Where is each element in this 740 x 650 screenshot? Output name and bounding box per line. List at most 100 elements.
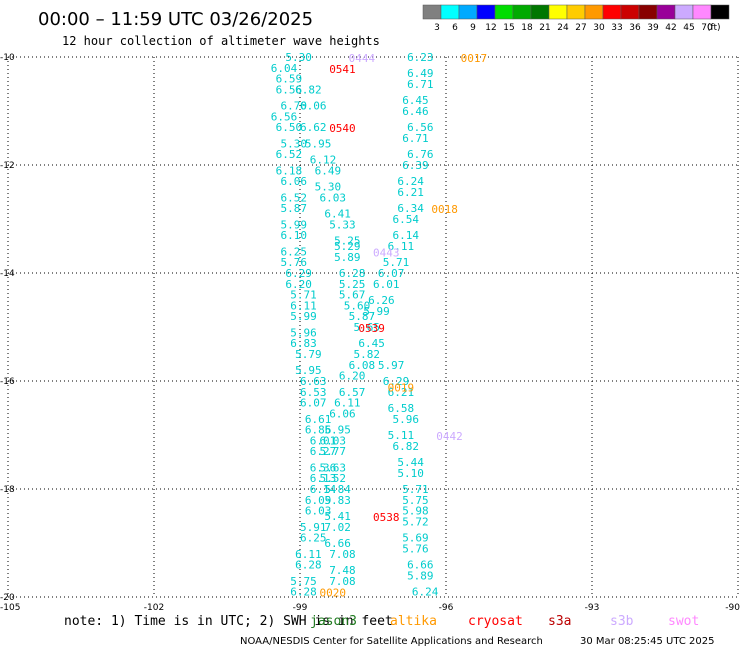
wave-height-point: 5.95 bbox=[295, 364, 322, 377]
y-tick-label: -10 bbox=[0, 53, 15, 63]
wave-height-point: 6.21 bbox=[388, 386, 415, 399]
wave-height-point: 6.12 bbox=[310, 154, 337, 167]
wave-height-point: 6.83 bbox=[290, 337, 317, 350]
wave-height-point: 6.63 bbox=[300, 375, 327, 388]
wave-height-point: 6.11 bbox=[295, 548, 322, 561]
colorbar-swatch bbox=[476, 4, 496, 20]
wave-height-point: 5.71 bbox=[290, 289, 317, 302]
wave-height-point: 5.95 bbox=[305, 137, 332, 150]
colorbar-tick-label: 70 bbox=[701, 23, 713, 33]
wave-height-point: 5.87 bbox=[281, 202, 308, 215]
wave-height-point: 6.01 bbox=[310, 434, 337, 447]
wave-height-point: 6.56 bbox=[407, 121, 434, 134]
pass-time-label: 0019 bbox=[388, 381, 415, 394]
wave-height-point: 5.69 bbox=[402, 532, 429, 545]
colorbar-tick-label: 21 bbox=[539, 23, 550, 33]
wave-height-point: 5.96 bbox=[290, 326, 317, 339]
colorbar-swatch bbox=[656, 4, 676, 20]
wave-height-point: 6.71 bbox=[402, 132, 429, 145]
x-tick-label: -96 bbox=[439, 603, 454, 613]
wave-height-point: 6.45 bbox=[402, 94, 429, 107]
colorbar-tick-label: 42 bbox=[665, 23, 676, 33]
wave-height-point: 5.25 bbox=[339, 278, 366, 291]
colorbar-tick-label: 3 bbox=[434, 23, 440, 33]
wave-height-point: 5.25 bbox=[334, 235, 361, 248]
x-tick-label: -99 bbox=[293, 603, 308, 613]
wave-height-point: 5.99 bbox=[290, 310, 317, 323]
wave-height-point: 6.76 bbox=[407, 148, 434, 161]
wave-height-point: 6.11 bbox=[334, 397, 361, 410]
x-tick-label: -102 bbox=[144, 603, 164, 613]
wave-height-point: 5.89 bbox=[334, 251, 361, 264]
pass-time-label: 0018 bbox=[431, 203, 458, 216]
colorbar-tick-label: 30 bbox=[593, 23, 605, 33]
plot-grid bbox=[7, 56, 739, 598]
wave-height-point: 6.41 bbox=[324, 208, 351, 221]
mission-legend-altika: altika bbox=[390, 614, 437, 629]
wave-height-point: 6.39 bbox=[402, 159, 429, 172]
colorbar-tick-label: 36 bbox=[629, 23, 641, 33]
wave-height-point: 5.11 bbox=[388, 429, 415, 442]
axis-tick-labels: -10 -12 -14 -16 -18 -20-105 -102 -99 -96 -93 -90 bbox=[0, 53, 740, 613]
colorbar-tick-label: 45 bbox=[683, 23, 694, 33]
wave-height-point: 5.60 bbox=[344, 299, 371, 312]
y-tick-label: -14 bbox=[0, 269, 15, 279]
y-tick-label: -20 bbox=[0, 593, 15, 603]
pass-time-label: 0444 bbox=[349, 52, 376, 65]
wave-height-point: 5.96 bbox=[392, 413, 419, 426]
x-tick-label: -93 bbox=[585, 603, 600, 613]
wave-height-point: 5.44 bbox=[397, 456, 424, 469]
wave-height-point: 6.24 bbox=[397, 175, 424, 188]
wave-height-point: 6.82 bbox=[295, 83, 322, 96]
colorbar-swatch bbox=[602, 4, 622, 20]
colorbar-swatch bbox=[530, 4, 550, 20]
wave-height-point: 5.72 bbox=[402, 515, 429, 528]
wave-height-point: 6.53 bbox=[300, 386, 327, 399]
wave-height-point: 6.23 bbox=[407, 51, 434, 64]
wave-height-point: 6.21 bbox=[397, 186, 424, 199]
colorbar-swatch bbox=[440, 4, 460, 20]
wave-height-point: 6.54 bbox=[392, 213, 419, 226]
wave-height-point: 5.30 bbox=[281, 137, 308, 150]
wave-height-point: 5.30 bbox=[315, 181, 342, 194]
wave-height-point: 6.08 bbox=[349, 359, 376, 372]
wave-height-point: 6.20 bbox=[339, 370, 366, 383]
wave-height-point: 6.34 bbox=[397, 202, 424, 215]
footer-note: note: 1) Time is in UTC; 2) SWH is in fe… bbox=[64, 614, 393, 629]
wave-height-point: 6.18 bbox=[276, 164, 303, 177]
wave-height-point: 7.48 bbox=[329, 564, 356, 577]
wave-height-point: 6.61 bbox=[305, 413, 332, 426]
wave-height-point: 7.02 bbox=[324, 521, 351, 534]
wave-height-point: 7.08 bbox=[329, 548, 356, 561]
wave-height-point: 6.25 bbox=[281, 245, 308, 258]
colorbar-tick-label: 27 bbox=[575, 23, 586, 33]
wave-height-point: 5.76 bbox=[402, 542, 429, 555]
wave-height-point: 6.62 bbox=[300, 121, 327, 134]
wave-height-point: 5.63 bbox=[319, 461, 346, 474]
wave-height-point: 6.03 bbox=[305, 505, 332, 518]
wave-height-point: 7.08 bbox=[329, 575, 356, 588]
colorbar-swatch bbox=[620, 4, 640, 20]
colorbar-swatch bbox=[512, 4, 532, 20]
colorbar-tick-label: 18 bbox=[521, 23, 533, 33]
wave-height-point: 6.86 bbox=[305, 424, 332, 437]
wave-height-point: 5.95 bbox=[324, 424, 351, 437]
wave-height-point: 6.07 bbox=[378, 267, 405, 280]
wave-height-point: 6.06 bbox=[329, 407, 356, 420]
wave-height-point: 6.29 bbox=[383, 375, 410, 388]
wave-height-point: 6.56 bbox=[276, 83, 303, 96]
wave-height-point: 6.28 bbox=[339, 267, 366, 280]
colorbar-swatch bbox=[494, 4, 514, 20]
wave-height-point: 6.49 bbox=[315, 164, 342, 177]
wave-height-point: 6.29 bbox=[285, 267, 312, 280]
colorbar-swatch bbox=[584, 4, 604, 20]
mission-legend: jason3 altika cryosat s3a s3b swot bbox=[310, 614, 699, 629]
chart-title: 00:00 – 11:59 UTC 03/26/2025 bbox=[38, 9, 313, 30]
colorbar-tick-label: 9 bbox=[470, 23, 476, 33]
wave-height-point: 6.24 bbox=[412, 586, 439, 599]
colorbar-swatch bbox=[674, 4, 694, 20]
y-tick-label: -18 bbox=[0, 485, 15, 495]
wave-height-point: 5.83 bbox=[324, 494, 351, 507]
colorbar-swatch bbox=[692, 4, 712, 20]
